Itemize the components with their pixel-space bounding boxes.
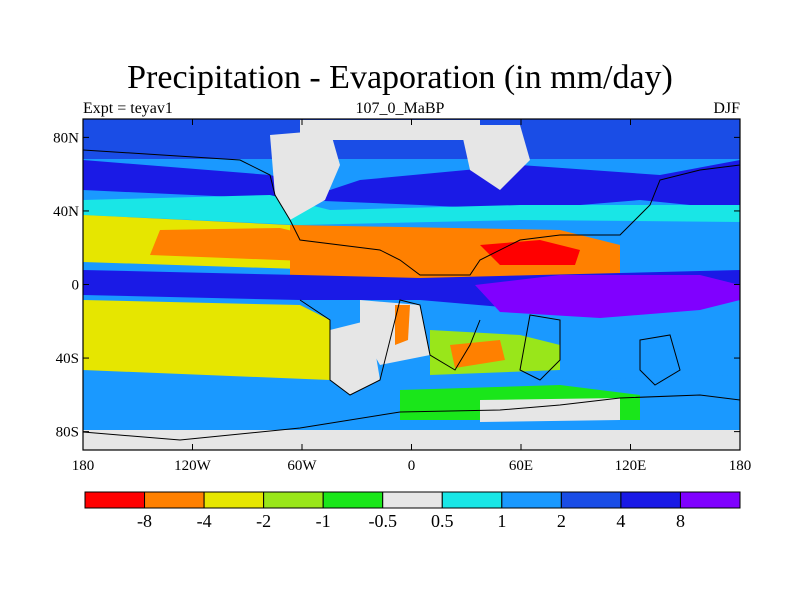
y-tick-label: 80N bbox=[53, 130, 79, 146]
colorbar-swatch bbox=[620, 491, 681, 509]
field-layer bbox=[83, 119, 740, 450]
colorbar-label: -8 bbox=[137, 511, 152, 531]
field-south-america-west bbox=[330, 320, 380, 395]
field-north-america-land bbox=[270, 130, 340, 220]
colorbar-swatch bbox=[501, 491, 562, 509]
y-tick-label: 40S bbox=[56, 351, 79, 367]
colorbar-swatch bbox=[441, 491, 503, 509]
coastline-india-block bbox=[519, 314, 561, 381]
field-spac-subtropic bbox=[83, 300, 330, 380]
coastline-antarctica bbox=[83, 394, 740, 441]
colorbar-swatch bbox=[679, 491, 741, 509]
y-tick-label: 40N bbox=[53, 204, 79, 220]
x-tick-label: 180 bbox=[729, 458, 752, 474]
experiment-label: Expt = teyav1 bbox=[83, 100, 173, 117]
field-antarctica bbox=[83, 430, 740, 450]
plot-title: Precipitation - Evaporation (in mm/day) bbox=[127, 59, 673, 96]
colorbar-swatch bbox=[322, 491, 384, 509]
field-asia-dry-core bbox=[480, 240, 580, 265]
colorbar-label: 0.5 bbox=[431, 511, 454, 531]
colorbar-swatch bbox=[263, 491, 324, 509]
period-label: 107_0_MaBP bbox=[355, 100, 445, 117]
y-tick-label: 80S bbox=[56, 425, 79, 441]
x-tick-label: 60W bbox=[287, 458, 317, 474]
x-tick-label: 120W bbox=[174, 458, 212, 474]
colorbar-swatch bbox=[382, 491, 443, 509]
y-axis: 80N 40N 0 40S 80S bbox=[53, 130, 740, 441]
colorbar-label: -2 bbox=[256, 511, 271, 531]
coastline-north bbox=[83, 149, 740, 276]
field-europe-land bbox=[460, 125, 530, 190]
colorbar-label: 4 bbox=[616, 511, 625, 531]
x-axis: 180 120W 60W 0 60E 120E 180 bbox=[72, 119, 752, 474]
field-npac-dry-core bbox=[150, 228, 330, 262]
x-tick-label: 120E bbox=[615, 458, 647, 474]
colorbar-label: -0.5 bbox=[368, 511, 397, 531]
field-africa-dry-patch bbox=[450, 340, 505, 368]
colorbar-swatch bbox=[203, 491, 265, 509]
field-northern-midlat-cyan bbox=[83, 195, 740, 225]
x-tick-label: 0 bbox=[408, 458, 416, 474]
colorbar-swatch bbox=[144, 491, 205, 509]
field-sa-dry-patch bbox=[395, 305, 410, 345]
colorbar-label: 8 bbox=[676, 511, 685, 531]
x-tick-label: 180 bbox=[72, 458, 95, 474]
coastline-south-america-africa bbox=[299, 299, 481, 396]
colorbar-label: -1 bbox=[316, 511, 331, 531]
coastline-australia bbox=[639, 334, 681, 386]
colorbar-label: -4 bbox=[197, 511, 212, 531]
x-tick-label: 60E bbox=[509, 458, 533, 474]
field-itcz-core bbox=[475, 275, 740, 318]
field-arctic-land bbox=[300, 120, 480, 140]
coastlines bbox=[83, 149, 740, 441]
season-label: DJF bbox=[713, 100, 740, 117]
colorbar-label: 2 bbox=[557, 511, 566, 531]
y-tick-label: 0 bbox=[72, 278, 80, 294]
colorbar-label: 1 bbox=[497, 511, 506, 531]
colorbar-swatch bbox=[560, 491, 622, 509]
field-antarctic-land-edge bbox=[480, 398, 620, 422]
colorbar-swatch bbox=[84, 491, 146, 509]
colorbar: -8 -4 -2 -1 -0.5 0.5 1 2 4 8 bbox=[84, 491, 741, 531]
field-laurasia-dry-belt bbox=[290, 225, 620, 280]
